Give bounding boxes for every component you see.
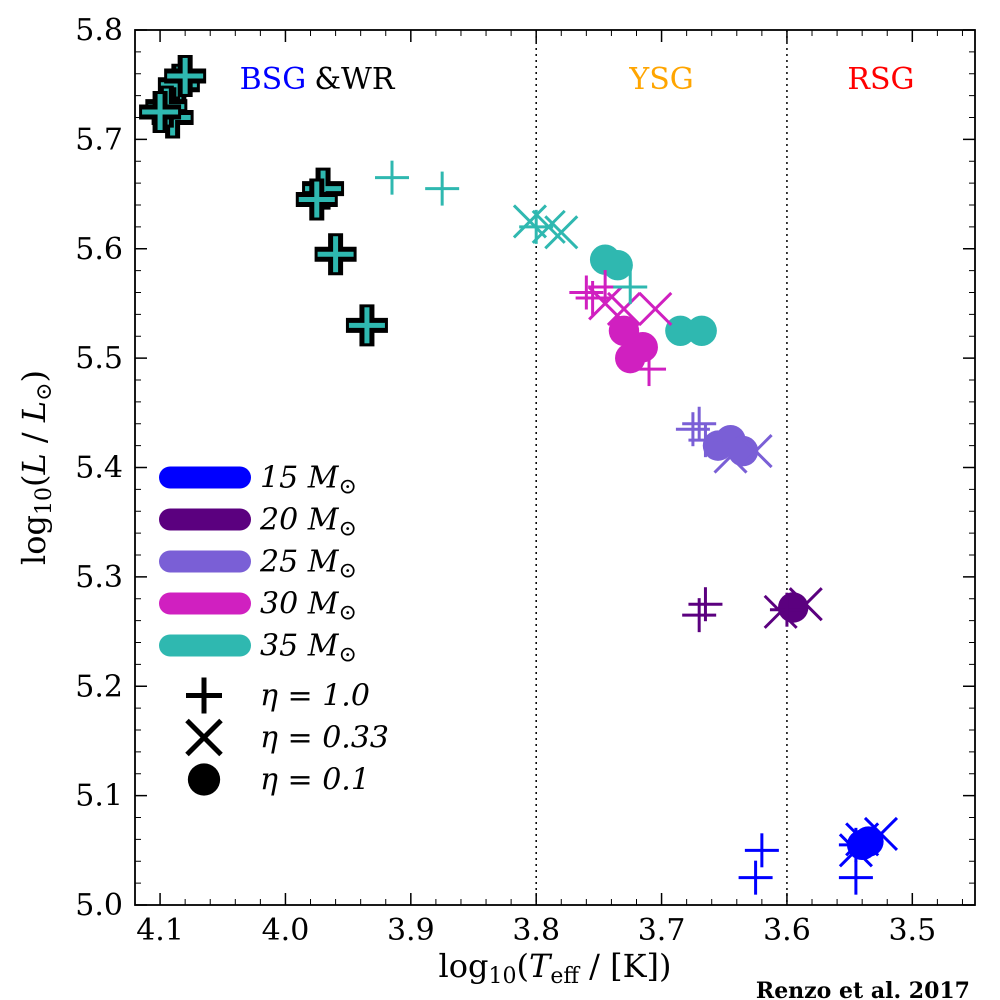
legend-label: η = 1.0 [260, 679, 370, 714]
x-tick-label: 3.8 [512, 913, 560, 948]
y-tick-label: 5.2 [75, 669, 123, 704]
y-axis-label: log10(L / L⊙) [15, 370, 57, 565]
x-axis-label: log10(Teff / [K]) [439, 947, 672, 989]
y-tick-label: 5.1 [75, 779, 123, 814]
y-tick-label: 5.7 [75, 122, 123, 157]
x-tick-label: 4.1 [136, 913, 184, 948]
region-label: YSG [628, 62, 693, 97]
hr-diagram-svg: 4.1 4.0 3.9 3.8 3.7 3.6 3.5 5.0 5.1 5.2 5.3 5.4 5.5 5… [0, 0, 1000, 1000]
x-tick-label: 3.6 [763, 913, 811, 948]
region-label: &WR [314, 62, 396, 97]
y-tick-label: 5.4 [75, 451, 123, 486]
legend-label: η = 0.33 [260, 721, 389, 756]
y-tick-label: 5.8 [75, 13, 123, 48]
y-tick-label: 5.3 [75, 560, 123, 595]
chart-container: { "chart": { "type": "scatter", "width":… [0, 0, 1000, 1000]
legend-label: η = 0.1 [260, 763, 370, 798]
region-label: RSG [847, 62, 914, 97]
region-label: BSG [240, 62, 307, 97]
x-tick-label: 3.7 [638, 913, 686, 948]
attribution: Renzo et al. 2017 [756, 978, 970, 1000]
x-tick-label: 4.0 [262, 913, 310, 948]
y-tick-label: 5.0 [75, 888, 123, 923]
data-point [686, 316, 716, 346]
y-tick-label: 5.5 [75, 341, 123, 376]
x-tick-label: 3.9 [387, 913, 435, 948]
x-tick-label: 3.5 [888, 913, 936, 948]
y-tick-label: 5.6 [75, 232, 123, 267]
legend-marker [188, 763, 220, 795]
